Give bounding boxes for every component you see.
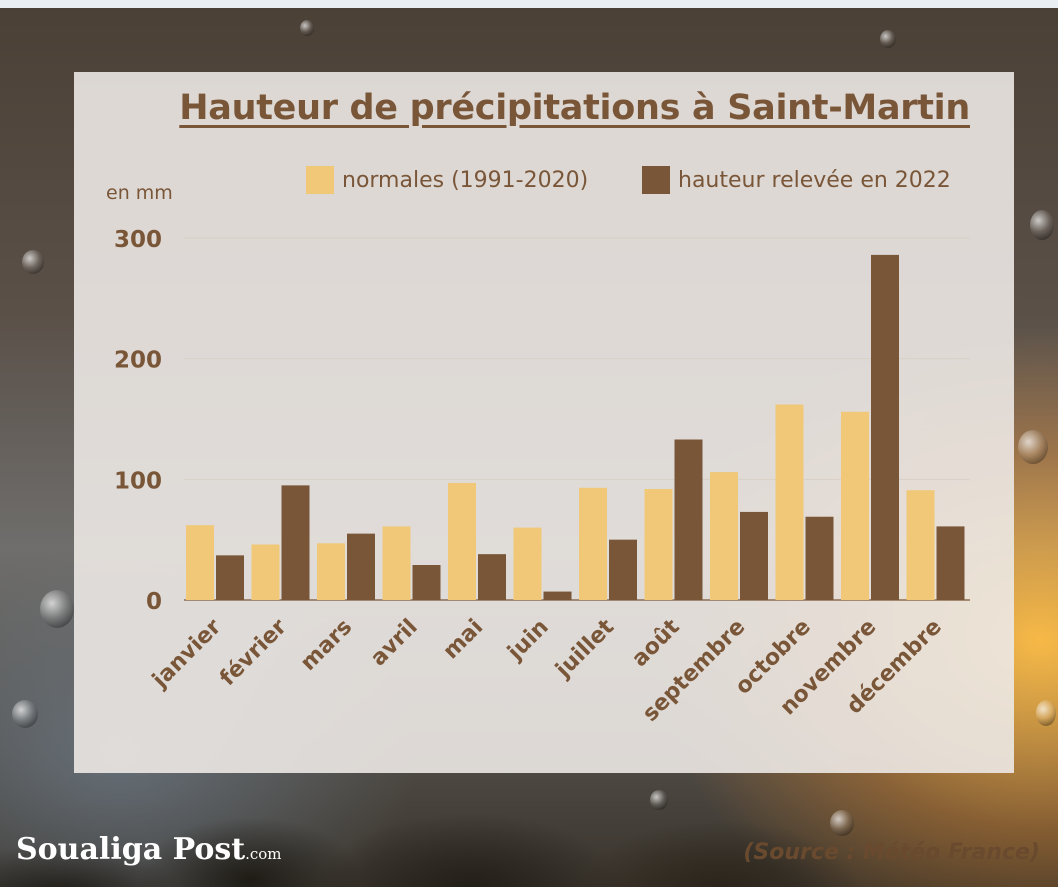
raindrop — [650, 790, 668, 810]
bar-2022-2 — [347, 533, 375, 600]
x-tick-label: août — [627, 614, 685, 672]
bar-normales-4 — [448, 482, 476, 600]
x-tick-label: mai — [439, 615, 489, 665]
raindrop — [1036, 700, 1056, 726]
bar-2022-10 — [871, 254, 899, 601]
raindrop — [830, 810, 854, 836]
bar-normales-1 — [251, 544, 280, 600]
bar-2022-0 — [216, 555, 244, 600]
raindrop — [22, 250, 44, 274]
bar-2022-5 — [543, 591, 572, 600]
raindrop — [40, 590, 74, 628]
raindrop — [880, 30, 896, 48]
bar-normales-11 — [906, 490, 935, 600]
bar-2022-4 — [478, 554, 506, 600]
x-tick-label: mars — [296, 615, 357, 676]
x-tick-label: juillet — [550, 614, 619, 683]
x-tick-label: juin — [503, 615, 554, 666]
legend-swatch-normales — [306, 166, 334, 194]
legend-label-2022: hauteur relevée en 2022 — [678, 167, 951, 193]
x-tick-label: janvier — [147, 614, 226, 693]
bar-normales-10 — [841, 411, 869, 600]
bar-2022-6 — [609, 539, 637, 600]
bar-normales-2 — [317, 543, 345, 600]
bar-normales-5 — [513, 527, 542, 600]
chart-title: Hauteur de précipitations à Saint-Martin — [179, 88, 970, 128]
bar-2022-9 — [805, 516, 834, 600]
legend-item-2022: hauteur relevée en 2022 — [642, 165, 951, 195]
bar-normales-6 — [579, 487, 607, 600]
legend-item-normales: normales (1991-2020) — [306, 165, 588, 195]
y-tick-label: 300 — [114, 227, 162, 253]
bar-2022-8 — [740, 511, 768, 600]
bar-2022-3 — [412, 565, 441, 600]
y-axis-unit: en mm — [106, 182, 173, 204]
bar-2022-11 — [936, 526, 965, 600]
top-strip — [0, 0, 1058, 8]
raindrop — [1030, 210, 1054, 240]
soualiga-post-logo: Soualiga Post.com — [16, 832, 282, 867]
logo-name: Soualiga Post — [16, 832, 246, 867]
bar-normales-0 — [186, 525, 214, 600]
raindrop — [1018, 430, 1048, 464]
bar-2022-7 — [674, 439, 703, 600]
raindrop — [300, 20, 314, 36]
bar-normales-9 — [775, 404, 804, 600]
legend-swatch-2022 — [642, 166, 670, 194]
legend-label-normales: normales (1991-2020) — [342, 167, 589, 193]
x-tick-label: avril — [366, 615, 423, 672]
raindrop — [12, 700, 38, 728]
source-note: (Source : Météo France) — [743, 840, 1040, 865]
y-tick-label: 200 — [114, 348, 162, 374]
bar-normales-8 — [710, 472, 738, 600]
y-tick-label: 0 — [146, 589, 162, 615]
x-tick-label: février — [215, 614, 291, 690]
tree-silhouettes — [0, 760, 1058, 887]
y-tick-label: 100 — [114, 468, 162, 494]
bar-normales-7 — [644, 488, 673, 600]
bar-normales-3 — [382, 526, 411, 600]
bar-2022-1 — [281, 485, 310, 600]
logo-suffix: .com — [245, 845, 282, 863]
